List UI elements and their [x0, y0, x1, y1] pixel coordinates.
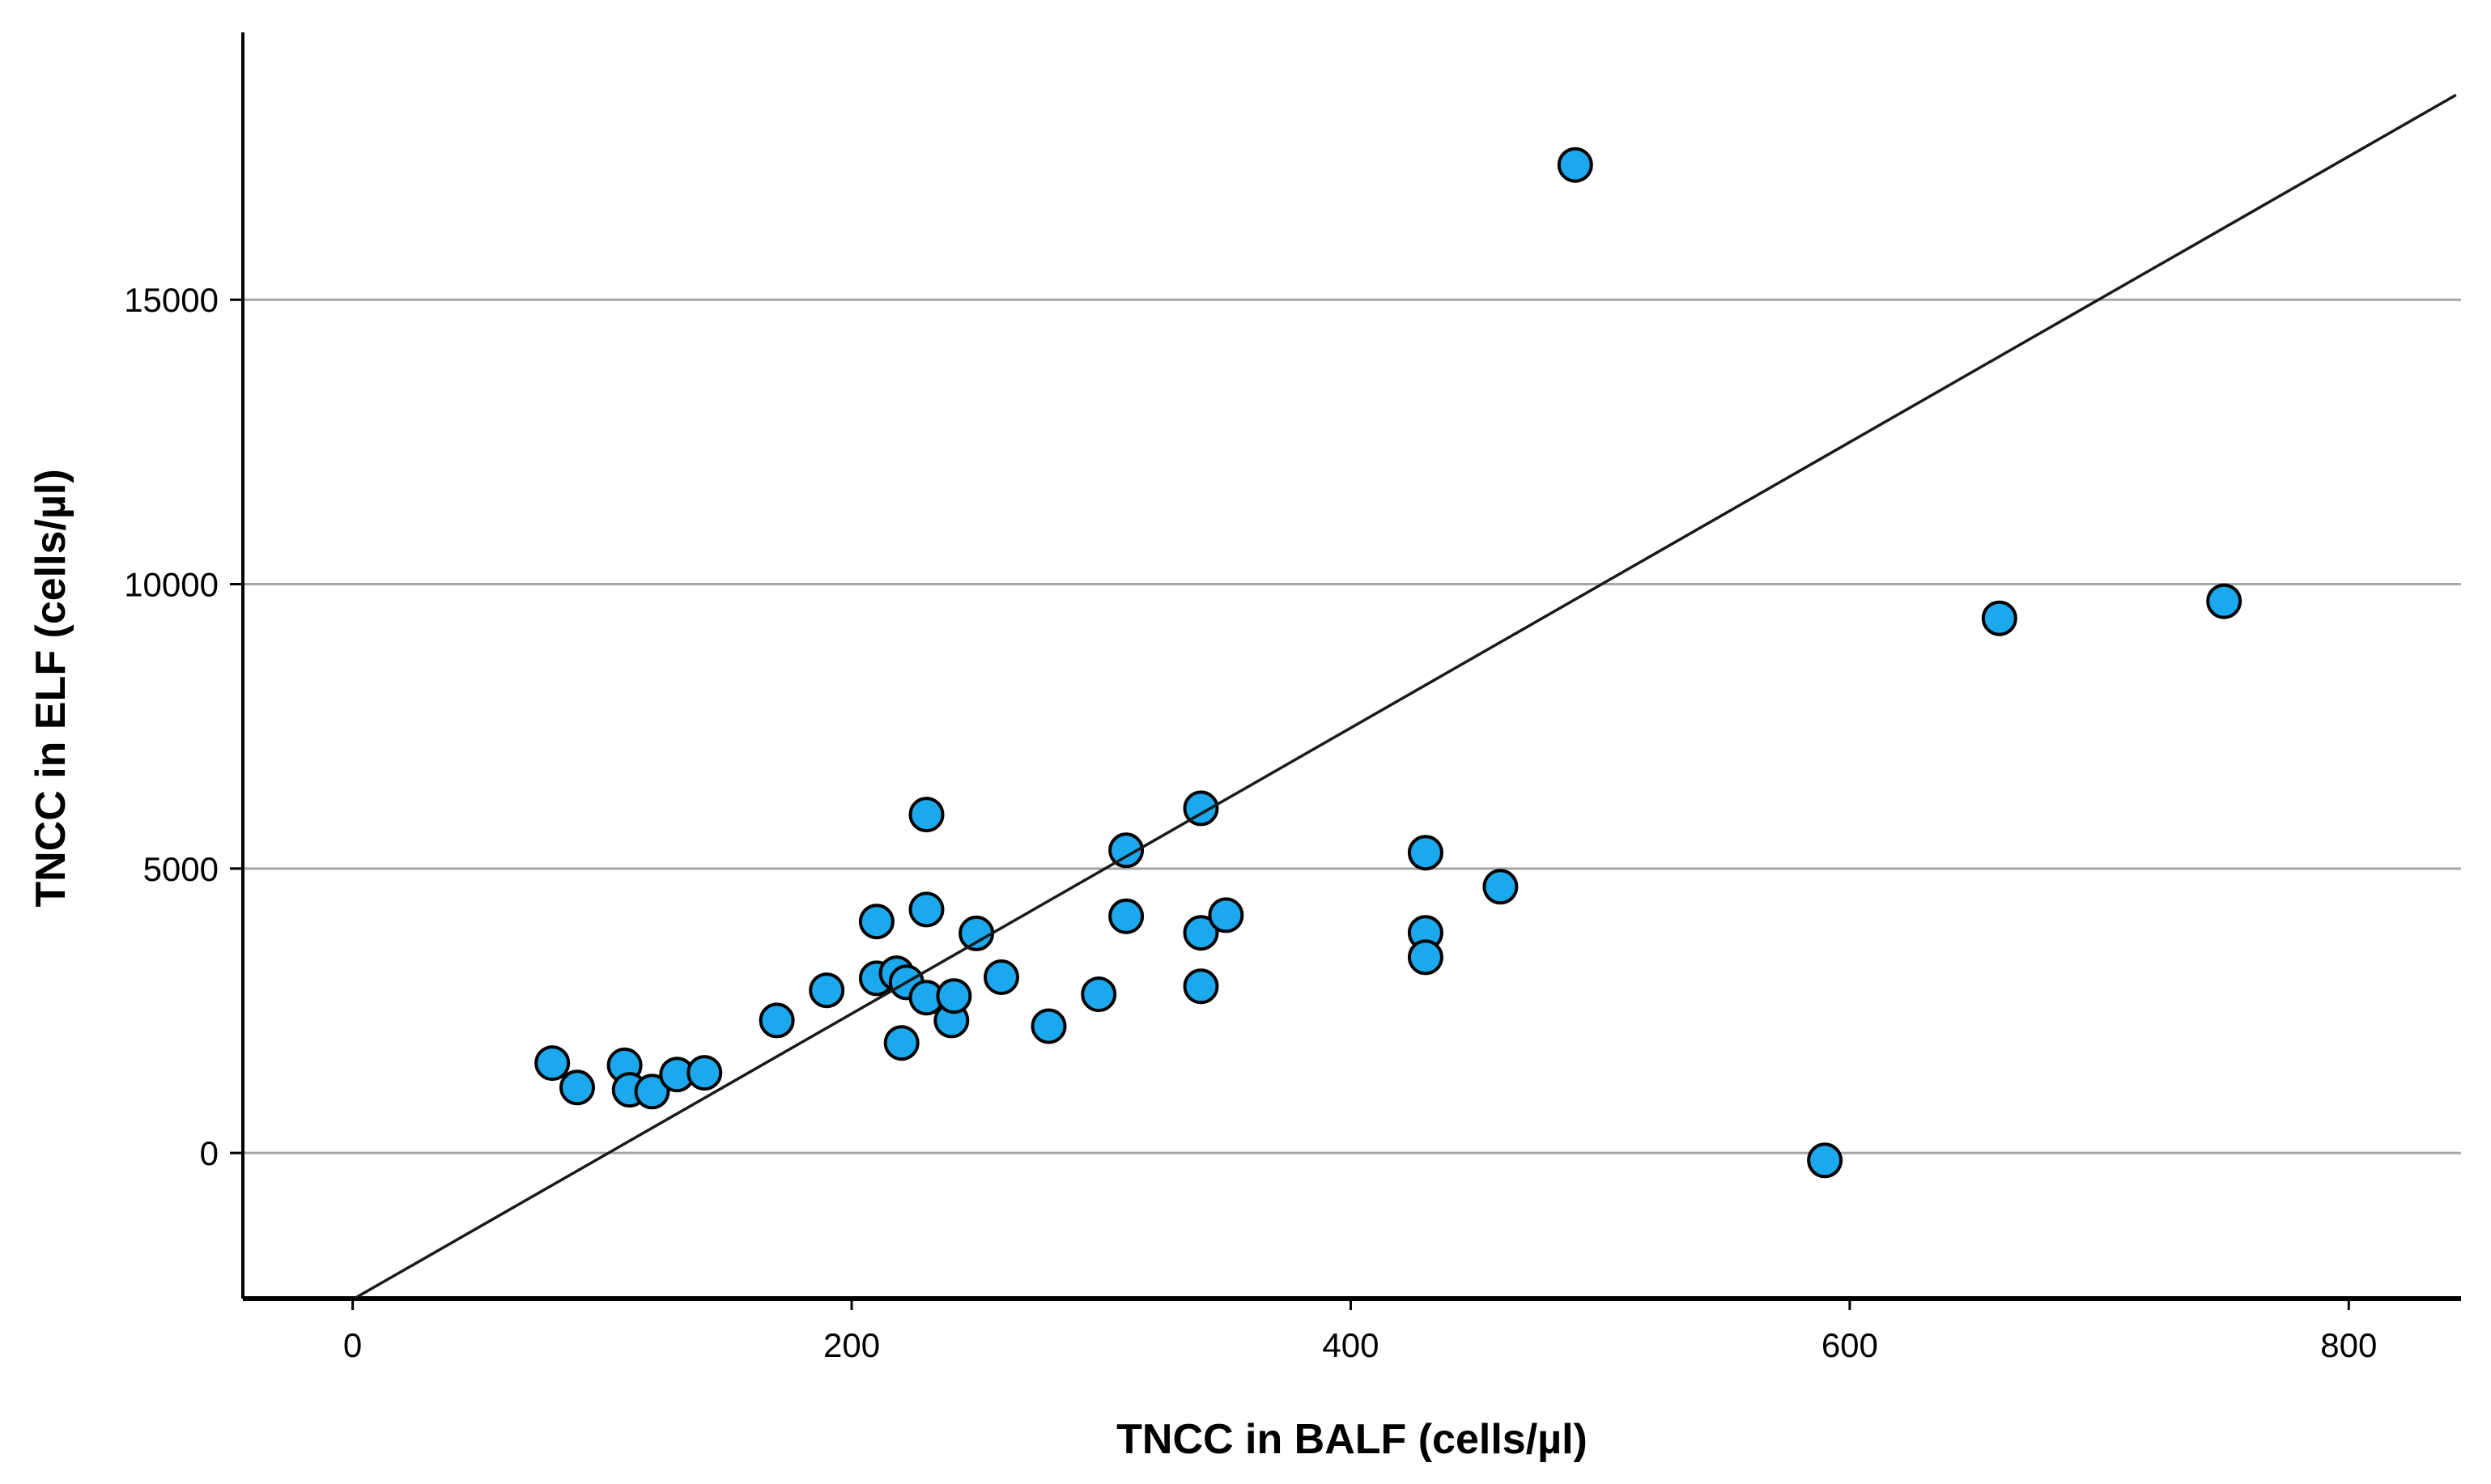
scatter-point — [1981, 600, 2017, 636]
scatter-point — [1081, 976, 1117, 1013]
x-tick-label: 0 — [343, 1326, 362, 1364]
gridlines-group — [243, 298, 2461, 1154]
scatter-point — [1108, 898, 1145, 934]
scatter-point — [1407, 835, 1443, 871]
y-tick-label: 0 — [200, 1134, 219, 1172]
scatter-point — [634, 1074, 670, 1110]
scatter-point — [559, 1069, 595, 1106]
scatter-point — [1407, 939, 1443, 976]
scatter-point — [1208, 897, 1244, 933]
scatter-point — [1108, 832, 1145, 869]
scatter-point — [1183, 915, 1219, 951]
y-tick-label: 15000 — [124, 281, 219, 319]
scatter-point — [1183, 790, 1219, 827]
y-tick-label: 10000 — [124, 566, 219, 604]
scatter-point — [908, 891, 945, 928]
scatter-point — [883, 1025, 920, 1061]
ticks-group — [230, 298, 2350, 1310]
scatter-point — [936, 978, 972, 1014]
scatter-point — [1807, 1142, 1843, 1179]
axes-group — [241, 32, 2461, 1301]
scatter-point — [1183, 968, 1219, 1005]
scatter-points-group — [534, 147, 2242, 1179]
scatter-point — [759, 1002, 795, 1039]
scatter-point — [534, 1045, 571, 1082]
scatter-point — [687, 1055, 723, 1091]
scatter-point — [984, 959, 1019, 995]
fit-line-group — [353, 93, 2457, 1300]
x-tick-label: 800 — [2320, 1326, 2377, 1364]
y-tick-label: 5000 — [143, 850, 219, 888]
x-tick-label: 400 — [1322, 1326, 1379, 1364]
tick-labels-group: 0 5000 10000 15000 0 200 400 600 800 — [124, 281, 2377, 1364]
scatter-point — [908, 797, 945, 833]
regression-fit-line — [353, 93, 2457, 1300]
x-tick-label: 200 — [823, 1326, 880, 1364]
x-axis-title: TNCC in BALF (cells/µl) — [1116, 1416, 1588, 1463]
scatter-point — [1482, 869, 1519, 905]
x-tick-label: 600 — [1821, 1326, 1878, 1364]
scatter-point — [1031, 1008, 1067, 1044]
y-axis-title: TNCC in ELF (cells/µl) — [28, 469, 74, 907]
scatter-point — [1557, 147, 1593, 183]
scatter-point — [809, 972, 845, 1009]
scatter-point — [959, 915, 995, 951]
scatter-point — [858, 904, 895, 940]
scatter-point — [2206, 583, 2242, 619]
